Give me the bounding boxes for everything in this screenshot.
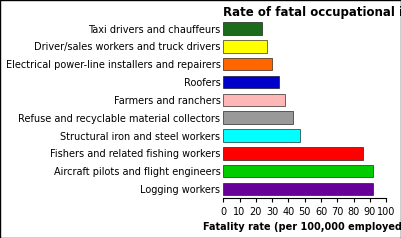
Bar <box>223 165 373 177</box>
Bar <box>223 147 363 159</box>
Bar <box>223 76 279 88</box>
Text: Rate of fatal occupational injuries for selected occupations, 2004: Rate of fatal occupational injuries for … <box>223 5 401 19</box>
Bar <box>223 40 267 53</box>
Bar <box>223 129 300 142</box>
Bar <box>223 58 272 70</box>
Bar <box>223 111 293 124</box>
Bar <box>223 183 373 195</box>
Bar <box>223 22 262 35</box>
Bar <box>223 94 285 106</box>
X-axis label: Fatality rate (per 100,000 employed): Fatality rate (per 100,000 employed) <box>203 223 401 233</box>
